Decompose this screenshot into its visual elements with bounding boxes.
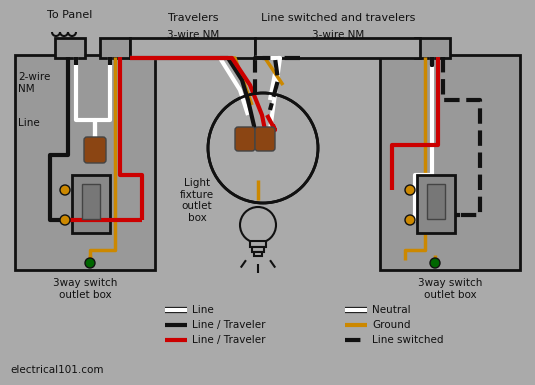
Bar: [250, 241, 266, 247]
Bar: [100, 38, 130, 58]
Bar: [380, 55, 520, 270]
Text: Line: Line: [18, 118, 40, 128]
Text: 3way switch
outlet box: 3way switch outlet box: [53, 278, 117, 300]
Text: 3way switch
outlet box: 3way switch outlet box: [418, 278, 482, 300]
Bar: [427, 184, 445, 219]
FancyBboxPatch shape: [255, 127, 275, 151]
Circle shape: [85, 258, 95, 268]
Bar: [130, 38, 255, 58]
Bar: [255, 38, 420, 58]
Circle shape: [60, 185, 70, 195]
Bar: [417, 175, 455, 233]
Bar: [415, 38, 450, 58]
Text: Line / Traveler: Line / Traveler: [192, 320, 265, 330]
Text: Travelers: Travelers: [168, 13, 218, 23]
Bar: [254, 252, 262, 256]
Bar: [72, 175, 110, 233]
Circle shape: [208, 93, 318, 203]
Text: Line: Line: [192, 305, 214, 315]
Text: Line switched: Line switched: [372, 335, 444, 345]
FancyBboxPatch shape: [84, 137, 106, 163]
Text: Light
fixture
outlet
box: Light fixture outlet box: [180, 178, 214, 223]
Circle shape: [405, 215, 415, 225]
Text: Line / Traveler: Line / Traveler: [192, 335, 265, 345]
Text: 3-wire NM: 3-wire NM: [312, 30, 364, 40]
Text: 2-wire
NM: 2-wire NM: [18, 72, 50, 94]
Text: To Panel: To Panel: [47, 10, 93, 20]
Circle shape: [60, 215, 70, 225]
Bar: [252, 247, 264, 252]
Bar: [15, 55, 155, 270]
Circle shape: [405, 185, 415, 195]
Circle shape: [430, 258, 440, 268]
Text: Line switched and travelers: Line switched and travelers: [261, 13, 415, 23]
Text: Ground: Ground: [372, 320, 410, 330]
Bar: [82, 184, 100, 219]
FancyBboxPatch shape: [235, 127, 255, 151]
Circle shape: [240, 207, 276, 243]
Text: 3-wire NM: 3-wire NM: [167, 30, 219, 40]
Text: electrical101.com: electrical101.com: [10, 365, 103, 375]
Bar: [55, 38, 85, 58]
Text: Neutral: Neutral: [372, 305, 411, 315]
